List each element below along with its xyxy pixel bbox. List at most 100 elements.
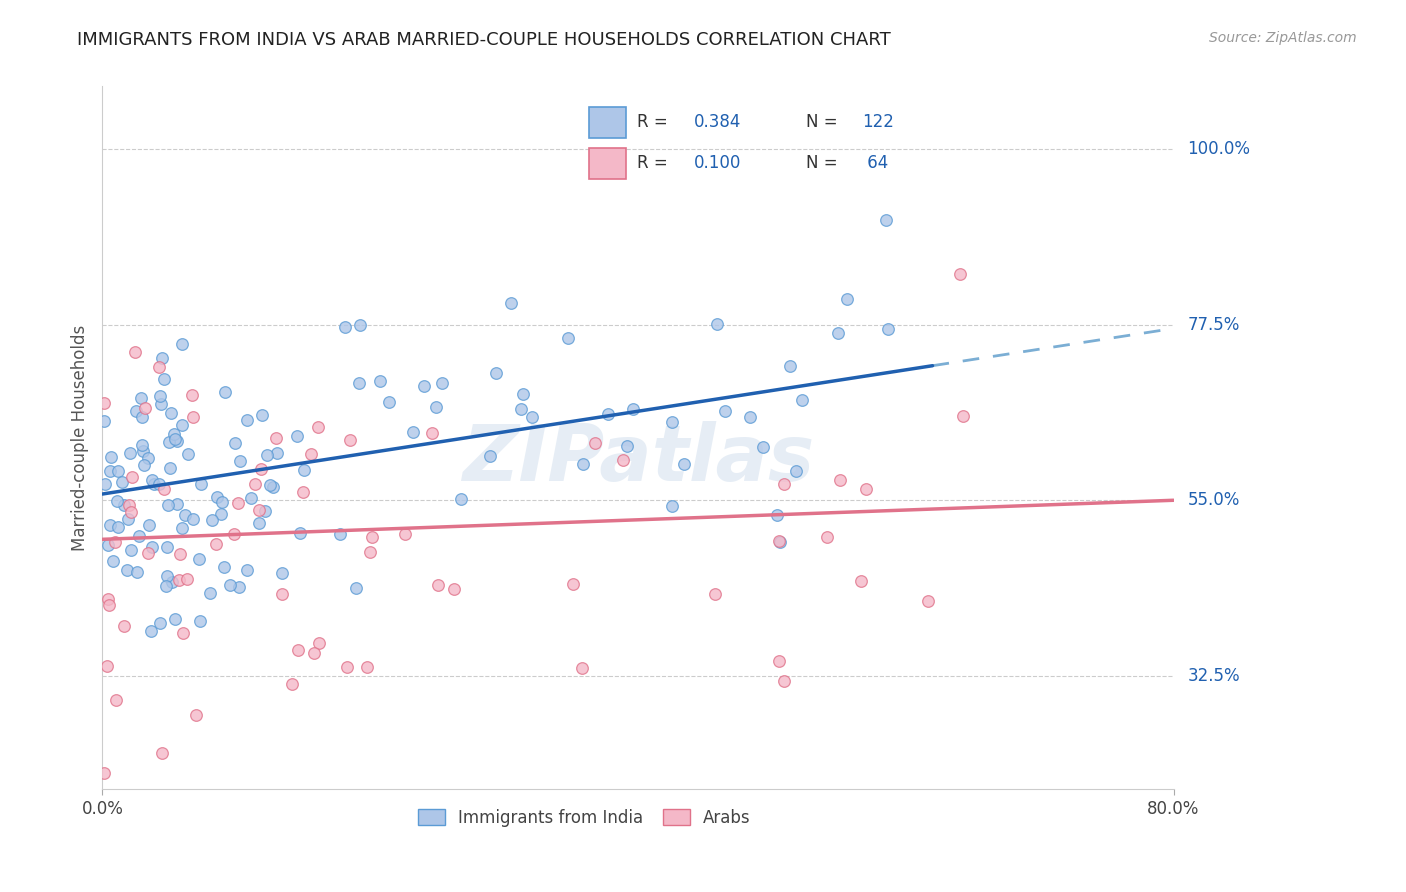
Point (835, 292, 858, 306)
Point (426, 578, 449, 592)
Point (443, 582, 465, 596)
Point (163, 612, 186, 626)
Text: 55.0%: 55.0% (1188, 491, 1240, 509)
Point (112, 498, 135, 512)
Point (769, 534, 792, 549)
Point (176, 572, 198, 586)
Point (170, 336, 193, 351)
Point (167, 573, 190, 587)
Text: Source: ZipAtlas.com: Source: ZipAtlas.com (1209, 31, 1357, 45)
Point (430, 376, 453, 390)
Point (673, 457, 696, 471)
Point (115, 563, 138, 577)
Point (952, 409, 974, 424)
Point (349, 318, 371, 332)
Point (166, 497, 188, 511)
Point (159, 461, 181, 475)
Text: 32.5%: 32.5% (1188, 667, 1240, 685)
Point (183, 512, 205, 526)
Point (212, 559, 235, 574)
Y-axis label: Married-couple Households: Married-couple Households (72, 325, 89, 551)
Point (170, 418, 193, 433)
Point (187, 551, 209, 566)
Point (134, 401, 156, 415)
Point (270, 566, 292, 581)
Point (768, 654, 790, 668)
Point (522, 409, 544, 424)
Point (120, 505, 142, 519)
Point (360, 530, 382, 544)
Point (166, 434, 188, 448)
Point (121, 470, 143, 484)
Point (240, 491, 263, 505)
Point (149, 615, 172, 630)
Point (141, 473, 163, 487)
Point (107, 520, 129, 534)
Point (138, 518, 160, 533)
Point (149, 389, 172, 403)
Point (287, 643, 309, 657)
Point (124, 344, 146, 359)
Point (402, 425, 425, 439)
Point (256, 448, 278, 462)
Point (616, 439, 638, 453)
Point (107, 494, 129, 508)
Point (94, 477, 117, 491)
Point (302, 646, 325, 660)
Point (294, 462, 316, 476)
Point (104, 535, 127, 549)
Point (181, 387, 204, 401)
Point (160, 575, 183, 590)
Point (134, 458, 156, 473)
Point (157, 498, 180, 512)
Point (104, 693, 127, 707)
Point (209, 508, 232, 522)
Point (131, 409, 153, 424)
Point (501, 296, 523, 310)
Point (253, 504, 276, 518)
Point (285, 429, 308, 443)
Point (236, 563, 259, 577)
Point (752, 441, 775, 455)
Point (157, 435, 180, 450)
Point (148, 477, 170, 491)
Point (155, 579, 177, 593)
Point (150, 746, 173, 760)
Point (706, 317, 728, 331)
Point (128, 529, 150, 543)
Point (107, 464, 129, 478)
Point (163, 426, 186, 441)
Point (509, 402, 531, 417)
Point (766, 508, 789, 522)
Point (100, 464, 122, 478)
Text: IMMIGRANTS FROM INDIA VS ARAB MARRIED-COUPLE HOUSEHOLDS CORRELATION CHART: IMMIGRANTS FROM INDIA VS ARAB MARRIED-CO… (77, 31, 891, 49)
Point (111, 475, 134, 490)
Point (949, 267, 972, 281)
Point (339, 434, 361, 448)
Point (370, 375, 392, 389)
Point (184, 708, 207, 723)
Point (849, 574, 872, 589)
Point (101, 554, 124, 568)
Point (485, 366, 508, 380)
Point (118, 498, 141, 512)
Point (790, 393, 813, 408)
Point (704, 587, 727, 601)
Point (349, 376, 371, 390)
Point (142, 477, 165, 491)
Point (219, 578, 242, 592)
Point (150, 351, 173, 365)
Point (356, 659, 378, 673)
Point (132, 444, 155, 458)
Point (562, 577, 585, 591)
Point (571, 457, 593, 471)
Point (129, 391, 152, 405)
Point (875, 212, 897, 227)
Point (112, 619, 135, 633)
Point (200, 586, 222, 600)
Point (247, 516, 270, 530)
Point (344, 581, 367, 595)
Point (98, 517, 121, 532)
Point (661, 499, 683, 513)
Point (773, 674, 796, 689)
